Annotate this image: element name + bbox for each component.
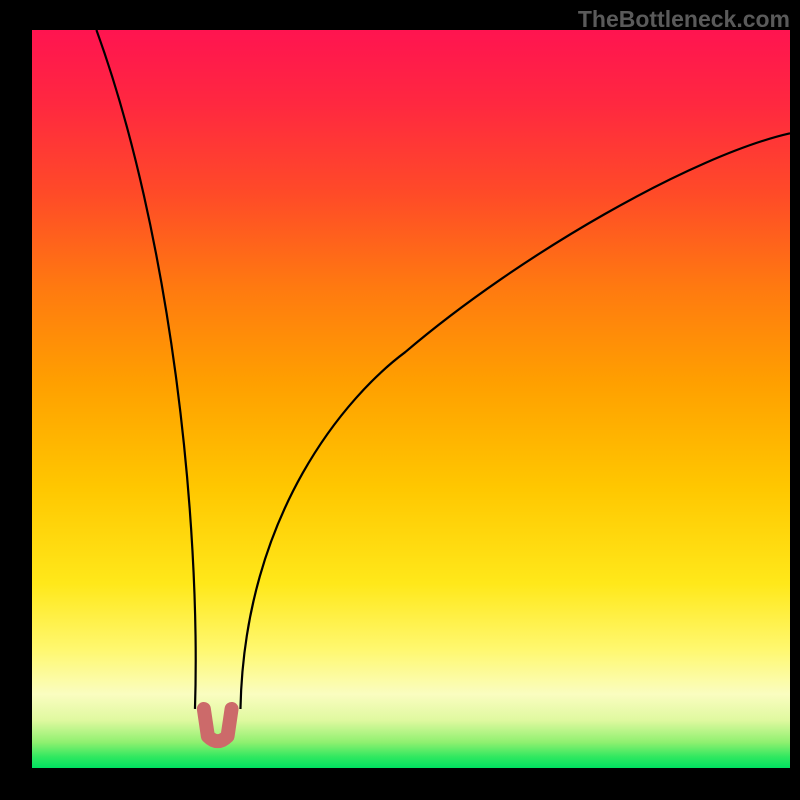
watermark-text: TheBottleneck.com — [578, 6, 790, 33]
left-curve — [96, 30, 195, 709]
notch-u — [204, 709, 232, 741]
curve-overlay — [0, 0, 800, 800]
chart-container: { "canvas": { "width": 800, "height": 80… — [0, 0, 800, 800]
right-curve — [240, 133, 790, 709]
